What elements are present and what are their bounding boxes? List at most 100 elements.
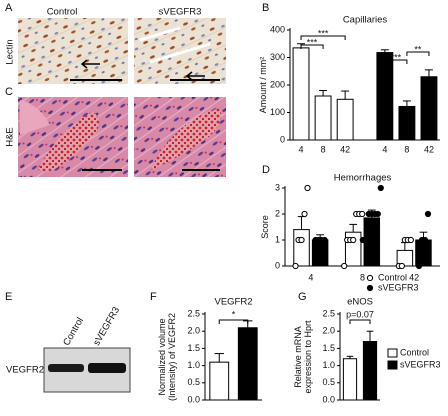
bar [376,52,394,141]
y-axis-label-line: expression to Hprt [303,320,313,394]
tissue [20,100,50,135]
y-axis-label: Amount / mm² [258,57,268,114]
y-axis-label-line: Amount / mm² [258,57,268,114]
y-tick-label: 1.5 [322,343,335,353]
data-point [321,236,328,244]
legend-label: Control [400,347,429,357]
panel-label: A [5,2,13,14]
significance-label: ** [414,44,422,54]
data-point [301,210,308,218]
data-point [298,236,305,244]
bar [314,95,332,141]
panel-label: C [5,86,13,98]
blot-label: VEGFR2 [6,365,44,376]
y-tick-label: 0.5 [322,377,335,387]
data-point [292,262,299,270]
legend-marker [387,348,398,358]
significance-label: *** [318,28,329,38]
bar [336,98,354,141]
y-tick-label: 0.0 [187,394,200,404]
bar [293,229,310,267]
lectin-svegfr3-image [134,18,226,84]
x-tick-label: 4 [299,144,304,154]
legend-marker [366,274,374,282]
chart-title: VEGFR2 [214,297,252,308]
legend-label: Control [378,272,407,282]
significance-bracket [300,44,324,49]
y-tick-label: 2.5 [187,308,200,318]
x-tick-label: 42 [424,144,434,154]
significance-bracket [349,319,371,324]
bar [342,358,358,401]
y-tick-label: 0.5 [187,377,200,387]
panel-label: F [150,291,157,303]
bar [362,341,378,401]
lectin-control-image [18,18,128,84]
y-tick-label: 2.0 [187,326,200,336]
y-tick-label: 1.0 [322,360,335,370]
panel-label: E [5,291,12,303]
chart-title: eNOS [347,297,373,308]
bar [311,239,329,267]
y-axis-label-line: (Intensity) of VEGFR2 [167,313,177,401]
data-point [407,236,414,244]
lane-label: Control [61,316,86,348]
x-tick-label: 42 [340,144,350,154]
column-title: Control [47,7,78,18]
y-tick-label: 300 [270,52,285,62]
tissue-gap [139,26,211,64]
significance-label: *** [391,52,402,62]
y-axis-label: Relative mRNAexpression to Hprt [293,320,313,394]
data-point [304,184,311,192]
significance-bracket [384,59,408,64]
data-point [341,262,348,270]
data-point [377,184,384,192]
significance-label: *** [307,37,318,47]
chart-title: Capillaries [343,15,388,26]
blot-band [88,363,126,373]
y-axis-label: Score [260,215,270,239]
data-point [374,210,381,218]
y-tick-label: 400 [270,24,285,34]
micrographs [18,18,226,177]
data-point [421,236,429,244]
x-tick-label: 8 [404,144,409,154]
y-axis-label: Normalized volume(Intensity) of VEGFR2 [157,313,177,401]
panel-label: D [262,164,270,176]
y-tick-label: 1 [275,234,280,244]
western-blot [43,347,131,393]
y-tick-label: 1.0 [187,360,200,370]
row-title: H&E [5,127,16,147]
bar [209,361,230,401]
data-point [398,262,405,270]
legend-marker [387,360,398,370]
significance-label: * [232,309,236,319]
bar [415,239,432,267]
significance-bracket [406,51,430,56]
bar [398,105,416,141]
y-tick-label: 100 [270,107,285,117]
legend-label: sVEGFR3 [400,359,441,369]
y-tick-label: 2.5 [322,308,335,318]
scale-bar [70,79,220,171]
y-tick-label: 2 [275,208,280,218]
x-tick-label: 8 [360,272,365,282]
y-axis-label-line: Relative mRNA [293,326,303,388]
x-tick-label: 4 [382,144,387,154]
data-point [359,210,366,218]
x-tick-label: 4 [308,272,313,282]
bar [237,327,258,401]
y-tick-label: 1.5 [187,343,200,353]
bar [420,76,438,141]
y-tick-label: 2.0 [322,326,335,336]
y-axis-label-line: Score [260,215,270,239]
blot-band [48,364,84,372]
data-point [424,210,432,218]
hemorrhage [38,112,100,172]
data-point [415,262,423,270]
y-tick-label: 3 [275,182,280,192]
row-title: Lectin [5,39,16,64]
significance-bracket [218,319,249,324]
arrow [80,59,205,81]
